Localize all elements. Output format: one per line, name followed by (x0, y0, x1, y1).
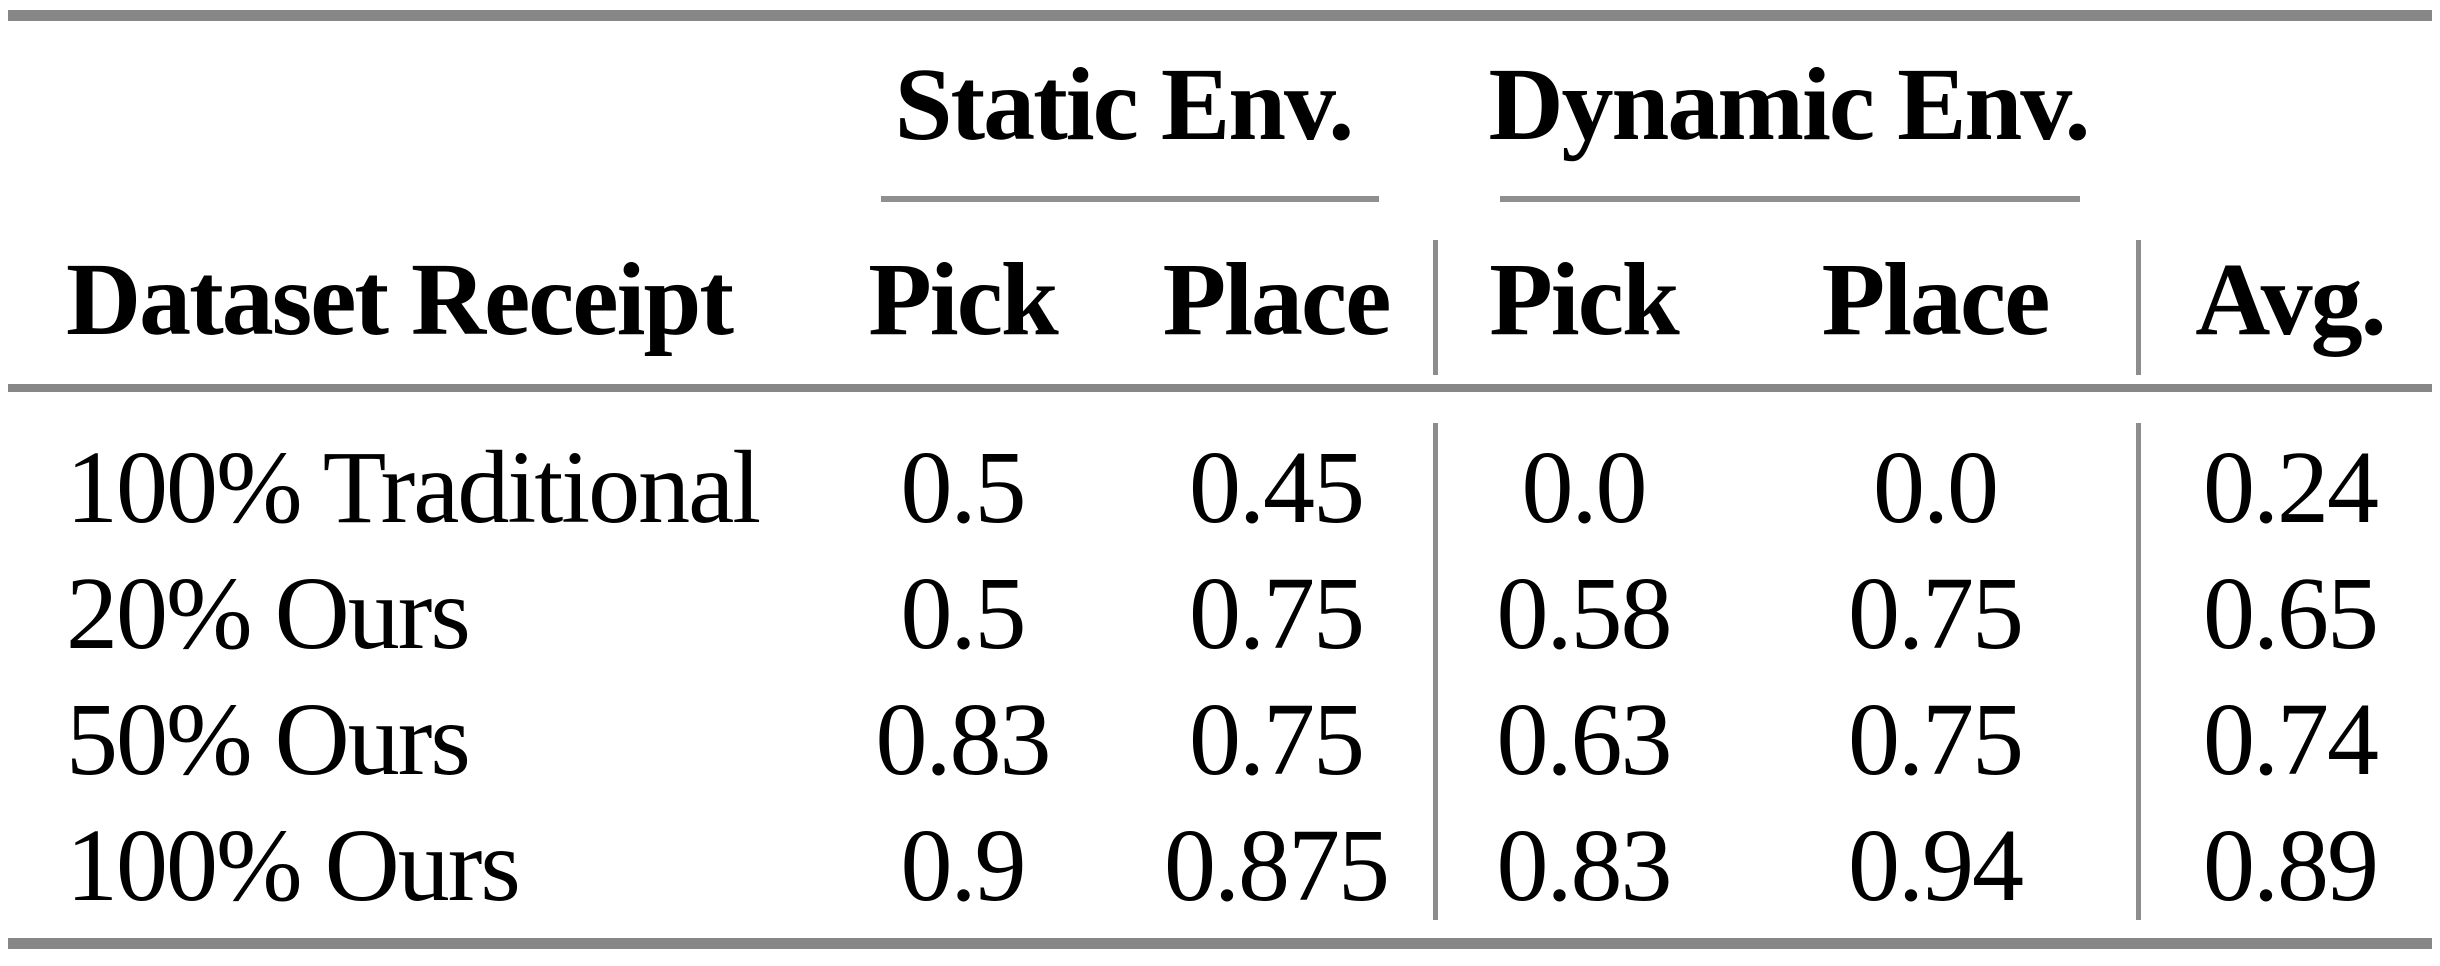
cell-dynamic-pick: 0.63 (1496, 682, 1673, 797)
group-header-static-env: Static Env. (894, 47, 1355, 162)
cell-dynamic-pick: 0.58 (1496, 556, 1673, 671)
cell-static-place: 0.75 (1189, 682, 1365, 797)
cell-dynamic-pick: 0.83 (1496, 808, 1673, 923)
cell-static-pick: 0.83 (875, 682, 1052, 797)
cell-dynamic-pick: 0.0 (1521, 430, 1648, 545)
vertical-rule-1-header (1433, 240, 1438, 375)
column-header-avg: Avg. (2195, 242, 2386, 357)
cell-dynamic-place: 0.75 (1848, 682, 2024, 797)
static-env-underline-rule (881, 196, 1379, 202)
cell-dynamic-place: 0.75 (1848, 556, 2024, 671)
column-header-dynamic-place: Place (1821, 242, 2051, 357)
cell-static-pick: 0.5 (900, 556, 1027, 671)
cell-dynamic-place: 0.0 (1873, 430, 1999, 545)
cell-dynamic-place: 0.94 (1848, 808, 2024, 923)
column-header-dataset-receipt: Dataset Receipt (66, 242, 734, 357)
cell-avg: 0.24 (2203, 430, 2379, 545)
table-bottom-rule (8, 938, 2432, 949)
cell-static-place: 0.45 (1189, 430, 1365, 545)
cell-static-place: 0.875 (1164, 808, 1390, 923)
column-header-static-place: Place (1162, 242, 1392, 357)
row-label: 100% Traditional (66, 430, 761, 545)
cell-static-pick: 0.9 (900, 808, 1027, 923)
column-header-static-pick: Pick (868, 242, 1058, 357)
vertical-rule-2-body (2136, 423, 2141, 920)
row-label: 50% Ours (66, 682, 471, 797)
row-label: 20% Ours (66, 556, 471, 671)
cell-avg: 0.65 (2203, 556, 2379, 671)
column-header-dynamic-pick: Pick (1489, 242, 1679, 357)
vertical-rule-1-body (1433, 423, 1438, 920)
dynamic-env-underline-rule (1500, 196, 2080, 202)
cell-static-place: 0.75 (1189, 556, 1365, 671)
cell-avg: 0.74 (2203, 682, 2379, 797)
cell-static-pick: 0.5 (900, 430, 1027, 545)
table-top-rule (8, 10, 2432, 21)
table-header-rule (8, 384, 2432, 392)
vertical-rule-2-header (2136, 240, 2141, 375)
row-label: 100% Ours (66, 808, 521, 923)
cell-avg: 0.89 (2203, 808, 2379, 923)
group-header-dynamic-env: Dynamic Env. (1488, 47, 2090, 162)
